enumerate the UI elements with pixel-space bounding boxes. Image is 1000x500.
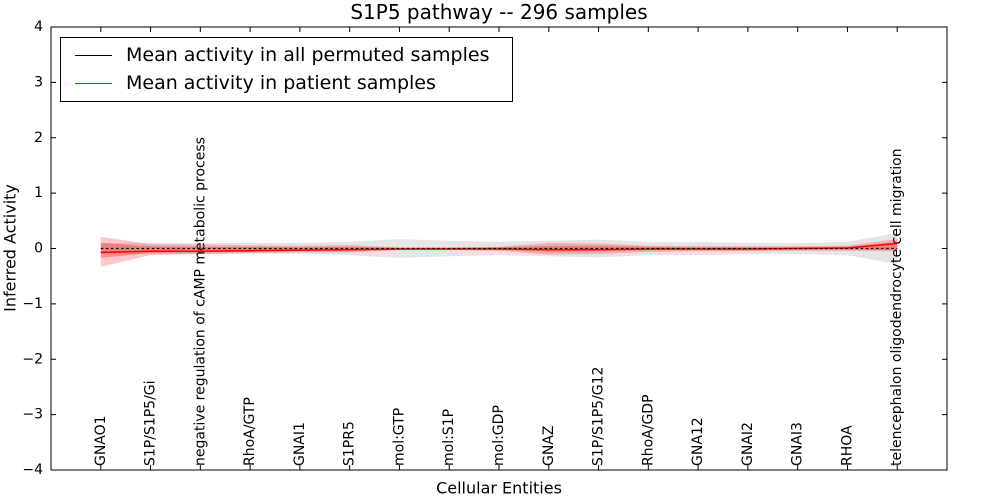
confidence-band bbox=[100, 236, 898, 267]
y-tick-label: 2 bbox=[34, 130, 43, 146]
y-tick-label: 0 bbox=[34, 241, 43, 257]
x-tick-label: GNAI3 bbox=[790, 422, 806, 466]
y-tick-label: 4 bbox=[34, 19, 43, 35]
x-tick-label: telencephalon oligodendrocyte cell migra… bbox=[889, 148, 905, 466]
x-tick-label: mol:S1P bbox=[441, 409, 457, 466]
x-tick-label: GNAI2 bbox=[740, 422, 756, 466]
x-tick-label: RHOA bbox=[839, 425, 855, 466]
y-tick-label: −1 bbox=[22, 296, 43, 312]
x-tick-label: mol:GDP bbox=[491, 405, 507, 466]
y-tick-label: −2 bbox=[22, 351, 43, 367]
legend-item-permuted: Mean activity in all permuted samples bbox=[75, 41, 512, 69]
x-axis-label: Cellular Entities bbox=[436, 478, 562, 498]
x-tick-label: S1P/S1P5/G12 bbox=[591, 367, 607, 466]
legend: Mean activity in all permuted samples Me… bbox=[60, 37, 513, 102]
permuted-line-swatch-icon bbox=[75, 54, 112, 56]
y-tick-label: 1 bbox=[34, 185, 43, 201]
legend-label-patient: Mean activity in patient samples bbox=[126, 72, 436, 94]
legend-label-permuted: Mean activity in all permuted samples bbox=[126, 44, 490, 66]
x-tick-label: S1PR5 bbox=[342, 421, 358, 466]
y-tick-label: −3 bbox=[22, 407, 43, 423]
x-tick-label: GNAI1 bbox=[292, 422, 308, 466]
y-tick-label: 3 bbox=[34, 74, 43, 90]
y-axis-label: Inferred Activity bbox=[0, 184, 20, 312]
x-tick-label: RhoA/GTP bbox=[242, 397, 258, 466]
x-tick-label: RhoA/GDP bbox=[640, 394, 656, 466]
x-tick-label: GNAO1 bbox=[93, 415, 109, 466]
x-tick-label: mol:GTP bbox=[391, 408, 407, 466]
x-tick-label: S1P/S1P5/Gi bbox=[143, 380, 159, 466]
x-tick-label: GNAZ bbox=[541, 426, 557, 467]
legend-item-patient: Mean activity in patient samples bbox=[75, 69, 512, 97]
chart-title: S1P5 pathway -- 296 samples bbox=[350, 0, 648, 24]
x-tick-label: negative regulation of cAMP metabolic pr… bbox=[192, 137, 208, 466]
patient-line-swatch-icon bbox=[75, 82, 112, 84]
x-tick-label: GNA12 bbox=[690, 417, 706, 466]
y-tick-label: −4 bbox=[22, 462, 43, 478]
